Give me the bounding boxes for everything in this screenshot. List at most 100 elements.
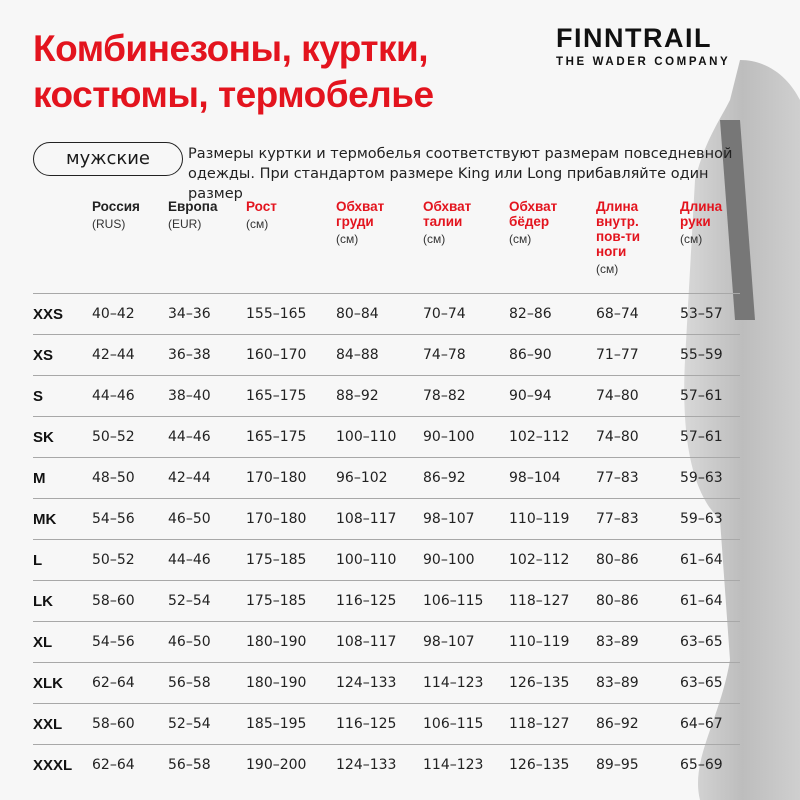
size-note: Размеры куртки и термобелья соответствую… — [188, 146, 733, 202]
table-cell: 56–58 — [168, 675, 211, 691]
page-title: Комбинезоны, куртки, костюмы, термобелье — [33, 26, 434, 118]
table-cell: 160–170 — [246, 347, 307, 363]
table-row: XS 42–44 36–38 160–170 84–88 74–78 86–90 71–77 5… — [33, 334, 740, 375]
column-header: Длина внутр. пов-ти ноги (см) — [596, 199, 640, 283]
table-cell: 114–123 — [423, 757, 484, 773]
table-cell: 124–133 — [336, 757, 397, 773]
table-cell: 155–165 — [246, 306, 307, 322]
column-unit: (см) — [509, 232, 532, 246]
table-cell: 58–60 — [92, 716, 135, 732]
table-cell: 46–50 — [168, 634, 211, 650]
table-cell: 98–107 — [423, 634, 475, 650]
table-cell: 53–57 — [680, 306, 723, 322]
table-cell: 170–180 — [246, 511, 307, 527]
title-line: костюмы, термобелье — [33, 74, 434, 115]
table-cell: 42–44 — [168, 470, 211, 486]
table-row: XXL 58–60 52–54 185–195 116–125 106–115 118–12… — [33, 703, 740, 744]
table-cell: 80–86 — [596, 593, 639, 609]
table-cell: 102–112 — [509, 552, 570, 568]
table-row: SK 50–52 44–46 165–175 100–110 90–100 102–112 7… — [33, 416, 740, 457]
size-label: SK — [33, 429, 54, 446]
table-row: XXXL 62–64 56–58 190–200 124–133 114–123 126–1… — [33, 744, 740, 785]
title-line: Комбинезоны, куртки, — [33, 28, 429, 69]
table-cell: 61–64 — [680, 552, 723, 568]
table-row: XLK 62–64 56–58 180–190 124–133 114–123 126–13… — [33, 662, 740, 703]
table-cell: 100–110 — [336, 552, 397, 568]
table-cell: 100–110 — [336, 429, 397, 445]
table-cell: 175–185 — [246, 552, 307, 568]
table-cell: 165–175 — [246, 388, 307, 404]
table-cell: 82–86 — [509, 306, 552, 322]
table-cell: 54–56 — [92, 634, 135, 650]
table-cell: 90–100 — [423, 429, 475, 445]
column-label: Длина — [680, 199, 723, 214]
table-cell: 64–67 — [680, 716, 723, 732]
table-cell: 88–92 — [336, 388, 379, 404]
table-cell: 124–133 — [336, 675, 397, 691]
column-header: Длина руки (см) — [680, 199, 722, 283]
table-cell: 38–40 — [168, 388, 211, 404]
table-cell: 50–52 — [92, 552, 135, 568]
table-cell: 71–77 — [596, 347, 639, 363]
column-label: Обхват — [336, 199, 385, 214]
logo-tagline: THE WADER COMPANY — [556, 56, 731, 68]
table-cell: 68–74 — [596, 306, 639, 322]
table-cell: 40–42 — [92, 306, 135, 322]
table-row: XXS 40–42 34–36 155–165 80–84 70–74 82–86 68–74… — [33, 293, 740, 334]
table-cell: 63–65 — [680, 675, 723, 691]
column-label: внутр. — [596, 214, 639, 229]
table-cell: 86–90 — [509, 347, 552, 363]
column-label: Обхват — [423, 199, 472, 214]
column-label: талии — [423, 214, 463, 229]
size-label: XS — [33, 347, 54, 364]
table-cell: 70–74 — [423, 306, 466, 322]
column-unit: (см) — [246, 217, 269, 231]
table-cell: 108–117 — [336, 511, 397, 527]
column-header: Европа (EUR) — [168, 199, 217, 283]
table-cell: 74–78 — [423, 347, 466, 363]
table-cell: 80–84 — [336, 306, 379, 322]
size-label: LK — [33, 593, 53, 610]
table-cell: 62–64 — [92, 675, 135, 691]
table-cell: 116–125 — [336, 716, 397, 732]
column-unit: (см) — [596, 262, 619, 276]
table-cell: 170–180 — [246, 470, 307, 486]
table-cell: 74–80 — [596, 429, 639, 445]
table-cell: 62–64 — [92, 757, 135, 773]
table-cell: 42–44 — [92, 347, 135, 363]
table-cell: 52–54 — [168, 716, 211, 732]
table-cell: 44–46 — [92, 388, 135, 404]
table-cell: 46–50 — [168, 511, 211, 527]
table-cell: 89–95 — [596, 757, 639, 773]
column-header: Обхват груди (см) — [336, 199, 384, 283]
table-cell: 126–135 — [509, 675, 570, 691]
table-cell: 110–119 — [509, 511, 570, 527]
column-label: Длина — [596, 199, 639, 214]
column-label: груди — [336, 214, 374, 229]
table-cell: 98–107 — [423, 511, 475, 527]
table-cell: 48–50 — [92, 470, 135, 486]
table-cell: 58–60 — [92, 593, 135, 609]
table-row: XL 54–56 46–50 180–190 108–117 98–107 110–119 8… — [33, 621, 740, 662]
table-row: S 44–46 38–40 165–175 88–92 78–82 90–94 74–80 57… — [33, 375, 740, 416]
column-label: бёдер — [509, 214, 550, 229]
table-row: L 50–52 44–46 175–185 100–110 90–100 102–112 80… — [33, 539, 740, 580]
size-label: M — [33, 470, 46, 487]
column-unit: (EUR) — [168, 217, 202, 231]
table-cell: 55–59 — [680, 347, 723, 363]
table-row: MK 54–56 46–50 170–180 108–117 98–107 110–119 7… — [33, 498, 740, 539]
table-cell: 110–119 — [509, 634, 570, 650]
column-label: Европа — [168, 199, 218, 214]
size-label: MK — [33, 511, 57, 528]
table-cell: 50–52 — [92, 429, 135, 445]
table-cell: 106–115 — [423, 716, 484, 732]
column-label: ноги — [596, 244, 627, 259]
size-label: XL — [33, 634, 53, 651]
table-cell: 175–185 — [246, 593, 307, 609]
table-cell: 118–127 — [509, 716, 570, 732]
table-cell: 59–63 — [680, 470, 723, 486]
column-label: Россия — [92, 199, 140, 214]
table-cell: 56–58 — [168, 757, 211, 773]
table-cell: 86–92 — [596, 716, 639, 732]
table-cell: 83–89 — [596, 634, 639, 650]
